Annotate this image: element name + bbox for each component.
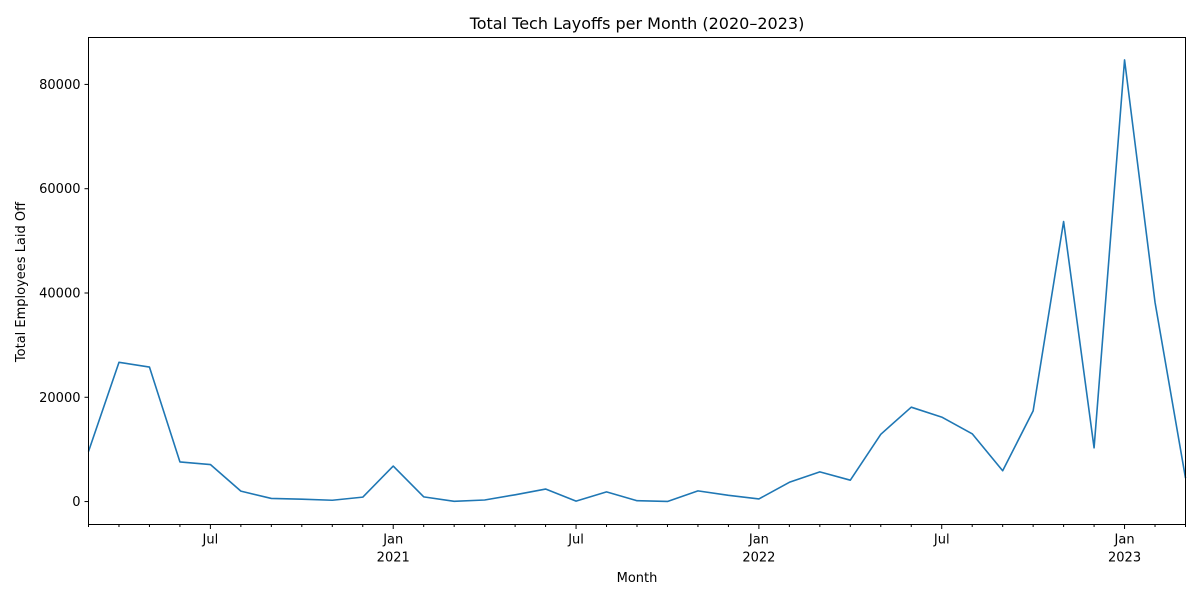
y-tick-label: 0 [72, 495, 80, 510]
x-tick-label: Jul [567, 533, 584, 548]
x-axis-label: Month [617, 571, 658, 586]
x-tick-year-label: 2021 [377, 551, 410, 566]
y-tick-label: 20000 [39, 391, 80, 406]
x-tick-year-label: 2023 [1108, 551, 1141, 566]
x-tick-label: Jul [202, 533, 219, 548]
x-tick-label: Jan [748, 533, 769, 548]
x-tick-label: Jul [933, 533, 950, 548]
y-tick-label: 60000 [39, 182, 80, 197]
x-tick-label: Jan [382, 533, 403, 548]
y-axis-label: Total Employees Laid Off [14, 201, 29, 363]
chart-title: Total Tech Layoffs per Month (2020–2023) [469, 14, 805, 33]
x-tick-year-label: 2022 [742, 551, 775, 566]
y-tick-label: 80000 [39, 78, 80, 93]
x-tick-label: Jan [1114, 533, 1135, 548]
y-tick-label: 40000 [39, 286, 80, 301]
